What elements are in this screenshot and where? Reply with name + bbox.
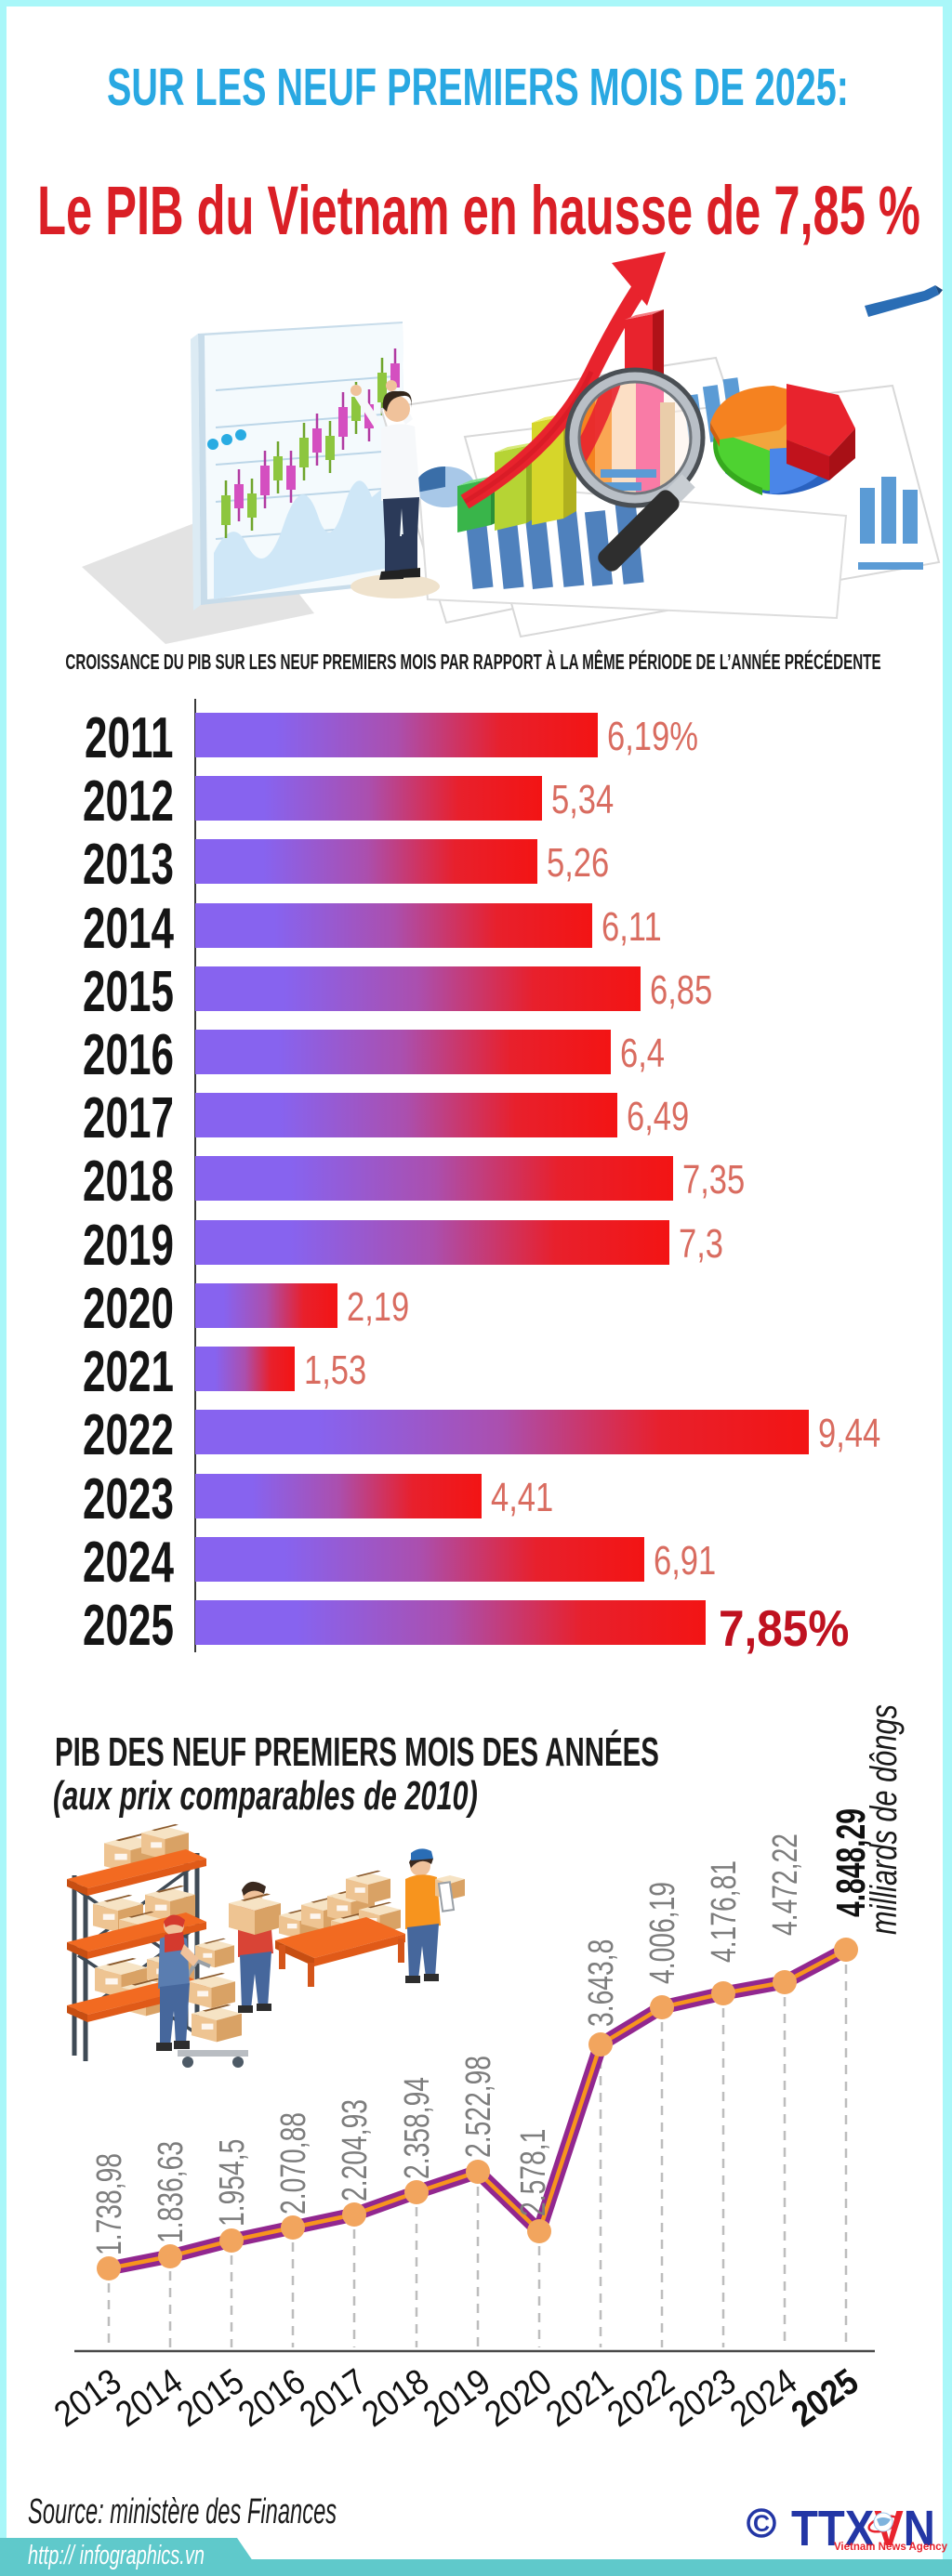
svg-text:4.848,29: 4.848,29 [827,1808,873,1917]
svg-text:1.954,5: 1.954,5 [213,2139,252,2227]
svg-text:2.578,1: 2.578,1 [514,2129,553,2216]
svg-text:3.643,8: 3.643,8 [582,1939,621,2027]
svg-text:Vietnam News Agency: Vietnam News Agency [834,2542,948,2553]
svg-text:4.472,22: 4.472,22 [766,1833,805,1936]
svg-text:TTXVN: TTXVN [791,2500,935,2556]
svg-text:1.738,98: 1.738,98 [90,2153,129,2255]
svg-text:2.070,88: 2.070,88 [274,2112,313,2215]
svg-text:4.006,19: 4.006,19 [643,1882,682,1984]
svg-text:C: C [753,2511,770,2537]
svg-text:milliards de dôngs: milliards de dôngs [863,1704,905,1935]
svg-text:4.176,81: 4.176,81 [705,1860,744,1963]
svg-text:2.522,98: 2.522,98 [459,2056,498,2158]
svg-text:2025: 2025 [784,2360,865,2434]
svg-text:2.358,94: 2.358,94 [398,2077,437,2179]
svg-text:2.204,93: 2.204,93 [336,2099,375,2201]
svg-text:1.836,63: 1.836,63 [152,2141,191,2243]
